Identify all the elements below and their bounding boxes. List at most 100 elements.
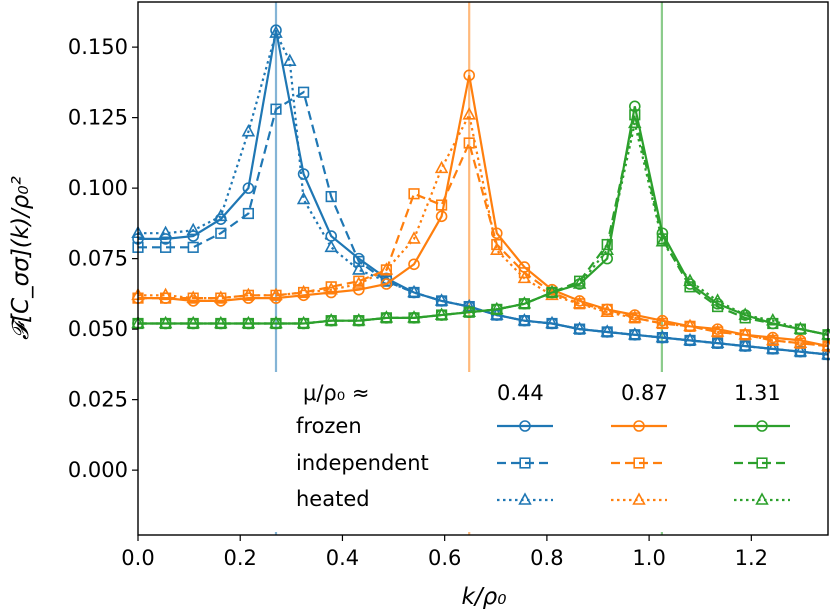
data-point-5-9 [379, 262, 394, 275]
data-point-0-6 [297, 168, 310, 180]
data-point-5-5 [269, 287, 283, 301]
data-point-3-9 [380, 278, 393, 290]
x-tick-label-5: 1.0 [632, 546, 665, 570]
x-tick-label-4: 0.8 [530, 546, 563, 570]
legend-mu-2: 1.31 [734, 381, 781, 405]
data-point-5-23 [766, 332, 780, 346]
data-point-8-16 [572, 276, 587, 289]
axes: 0.0 0.2 0.4 0.6 0.8 1.0 1.2 0.000 0.025 0.050 0.07… [68, 1, 829, 570]
data-point-5-1 [158, 287, 173, 301]
data-point-8-5 [269, 315, 283, 329]
data-point-5-20 [683, 318, 697, 332]
data-point-3-11 [435, 210, 448, 223]
data-point-8-10 [407, 310, 421, 323]
y-tick-label-6: 0.150 [68, 35, 128, 59]
data-point-3-10 [408, 258, 420, 271]
data-point-2-9 [352, 262, 366, 275]
series-independent-0-87 [132, 137, 830, 352]
data-point-5-14 [517, 270, 532, 284]
legend-marker-0-0 [519, 420, 531, 432]
legend-marker-2-2 [755, 492, 769, 505]
series-heated-1-31 [131, 115, 830, 340]
legend-mu-0: 0.44 [497, 381, 544, 405]
y-axis-label: 𝓕[C_σσ](k)/ρ₀² [8, 176, 34, 340]
series-frozen-0-87 [132, 69, 830, 352]
series-independent-0-44 [132, 86, 830, 361]
legend-marker-0-2 [518, 492, 532, 505]
data-point-8-14 [517, 296, 532, 309]
data-point-2-7 [296, 191, 311, 205]
data-point-5-19 [655, 315, 670, 329]
data-point-2-3 [214, 208, 228, 222]
data-point-1-5 [270, 103, 282, 115]
data-point-6-18 [628, 100, 641, 113]
plot-frame [137, 1, 829, 536]
data-point-5-24 [793, 335, 808, 349]
data-point-0-5 [270, 24, 282, 37]
data-point-4-13 [491, 238, 503, 251]
data-point-3-13 [490, 227, 503, 240]
data-point-8-22 [738, 307, 752, 320]
data-point-8-6 [296, 315, 311, 329]
data-point-5-17 [600, 304, 614, 318]
data-point-2-22 [710, 335, 725, 349]
data-point-5-6 [296, 284, 311, 298]
series-line-8 [138, 123, 829, 336]
x-tick-label-2: 0.4 [326, 546, 359, 570]
data-point-2-6 [283, 53, 297, 67]
y-tick-label-0: 0.000 [68, 458, 128, 482]
data-point-5-7 [324, 281, 338, 295]
legend-marker-0-1 [519, 457, 531, 469]
y-tick-label-4: 0.100 [68, 176, 128, 200]
data-point-8-15 [545, 284, 559, 298]
data-point-5-21 [710, 324, 725, 337]
data-point-1-7 [325, 190, 337, 203]
data-point-8-24 [793, 321, 808, 334]
legend-marker-1-0 [633, 420, 645, 432]
y-tick-label-3: 0.075 [68, 247, 128, 271]
series-line-7 [138, 114, 829, 336]
data-point-2-18 [600, 324, 614, 337]
data-point-1-2 [187, 241, 199, 253]
data-point-2-4 [241, 124, 256, 137]
data-point-3-8 [352, 283, 365, 296]
data-point-8-17 [600, 242, 614, 255]
series-frozen-1-31 [132, 100, 830, 341]
data-point-8-7 [324, 312, 338, 326]
data-point-1-8 [353, 255, 365, 268]
data-point-2-1 [158, 225, 173, 239]
legend-row-heated: heated [296, 487, 370, 511]
data-point-2-16 [545, 315, 559, 329]
data-point-5-10 [407, 231, 421, 244]
data-point-8-19 [655, 234, 670, 247]
data-point-8-11 [434, 307, 449, 320]
series-line-1 [138, 90, 829, 356]
data-point-2-21 [683, 332, 697, 346]
data-point-2-17 [572, 321, 587, 334]
data-point-2-8 [324, 239, 338, 253]
data-point-5-22 [738, 327, 752, 340]
data-point-5-8 [352, 276, 366, 289]
data-point-5-18 [628, 310, 642, 323]
x-tick-label-3: 0.6 [428, 546, 461, 570]
y-tick-label-1: 0.025 [68, 388, 128, 412]
data-point-1-6 [297, 86, 310, 98]
data-point-5-11 [434, 160, 449, 174]
data-point-2-20 [655, 329, 670, 343]
legend-marker-2-1 [756, 457, 768, 469]
data-point-5-2 [186, 290, 200, 303]
data-point-2-25 [793, 344, 808, 357]
data-point-2-2 [186, 222, 200, 236]
series-line-5 [138, 111, 829, 348]
data-point-2-13 [462, 298, 476, 312]
data-point-7-20 [684, 281, 696, 293]
x-axis-label: k/ρ₀ [462, 584, 507, 610]
legend-row-independent: independent [296, 451, 429, 475]
data-point-7-17 [601, 238, 613, 251]
data-point-4-10 [408, 188, 420, 200]
data-point-3-12 [463, 69, 476, 82]
data-point-8-4 [241, 315, 256, 329]
data-point-2-11 [407, 284, 421, 298]
x-tick-label-1: 0.2 [224, 546, 257, 570]
